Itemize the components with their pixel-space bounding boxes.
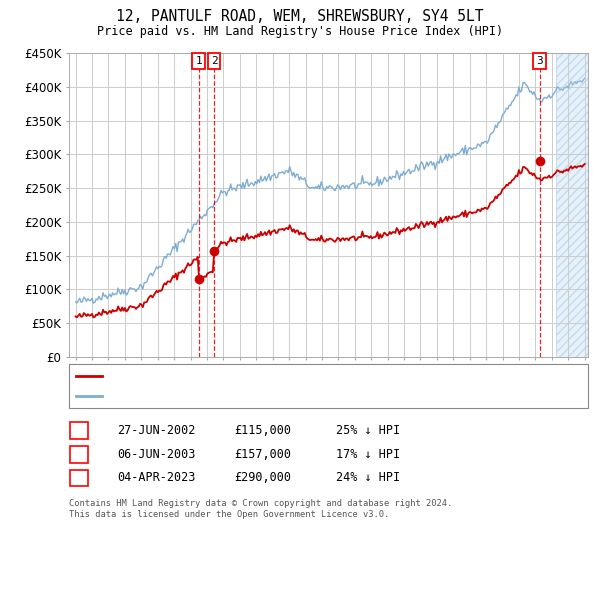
Text: £290,000: £290,000 bbox=[234, 471, 291, 484]
Text: 3: 3 bbox=[536, 56, 543, 66]
Text: Price paid vs. HM Land Registry's House Price Index (HPI): Price paid vs. HM Land Registry's House … bbox=[97, 25, 503, 38]
Text: 3: 3 bbox=[75, 471, 82, 484]
Text: 17% ↓ HPI: 17% ↓ HPI bbox=[336, 448, 400, 461]
Text: £157,000: £157,000 bbox=[234, 448, 291, 461]
Text: This data is licensed under the Open Government Licence v3.0.: This data is licensed under the Open Gov… bbox=[69, 510, 389, 519]
Text: 12, PANTULF ROAD, WEM, SHREWSBURY, SY4 5LT: 12, PANTULF ROAD, WEM, SHREWSBURY, SY4 5… bbox=[116, 9, 484, 24]
Text: £115,000: £115,000 bbox=[234, 424, 291, 437]
Text: 1: 1 bbox=[195, 56, 202, 66]
Bar bbox=[556, 53, 588, 357]
Text: 1: 1 bbox=[75, 424, 82, 437]
Text: 04-APR-2023: 04-APR-2023 bbox=[117, 471, 196, 484]
Text: 27-JUN-2002: 27-JUN-2002 bbox=[117, 424, 196, 437]
Text: 06-JUN-2003: 06-JUN-2003 bbox=[117, 448, 196, 461]
Text: 2: 2 bbox=[211, 56, 217, 66]
Text: HPI: Average price, detached house, Shropshire: HPI: Average price, detached house, Shro… bbox=[107, 391, 394, 401]
Bar bbox=[556, 53, 588, 357]
Text: 25% ↓ HPI: 25% ↓ HPI bbox=[336, 424, 400, 437]
Text: 24% ↓ HPI: 24% ↓ HPI bbox=[336, 471, 400, 484]
Text: Contains HM Land Registry data © Crown copyright and database right 2024.: Contains HM Land Registry data © Crown c… bbox=[69, 499, 452, 507]
Text: 2: 2 bbox=[75, 448, 82, 461]
Text: 12, PANTULF ROAD, WEM, SHREWSBURY, SY4 5LT (detached house): 12, PANTULF ROAD, WEM, SHREWSBURY, SY4 5… bbox=[107, 371, 476, 381]
